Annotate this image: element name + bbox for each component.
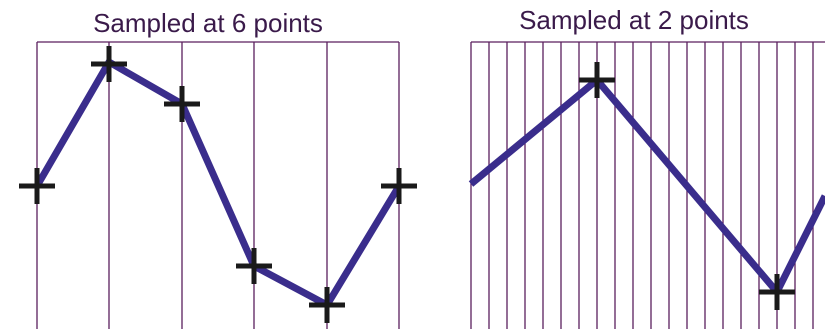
plus-marker-icon <box>19 168 55 204</box>
panel-title-6-points: Sampled at 6 points <box>93 8 323 38</box>
plus-marker-icon <box>759 274 795 310</box>
panel-title-2-points: Sampled at 2 points <box>519 5 749 35</box>
plus-marker-icon <box>309 287 345 323</box>
plus-marker-icon <box>236 248 272 284</box>
panel-2-points: Sampled at 2 points <box>468 5 825 329</box>
plus-marker-icon <box>579 62 615 98</box>
sampled-waveform-6-points <box>33 57 402 310</box>
sampled-waveform-2-points <box>468 75 825 299</box>
panel-6-points: Sampled at 6 points <box>19 8 417 329</box>
plus-marker-icon <box>164 86 200 122</box>
plus-marker-icon <box>381 168 417 204</box>
plus-marker-icon <box>91 46 127 82</box>
